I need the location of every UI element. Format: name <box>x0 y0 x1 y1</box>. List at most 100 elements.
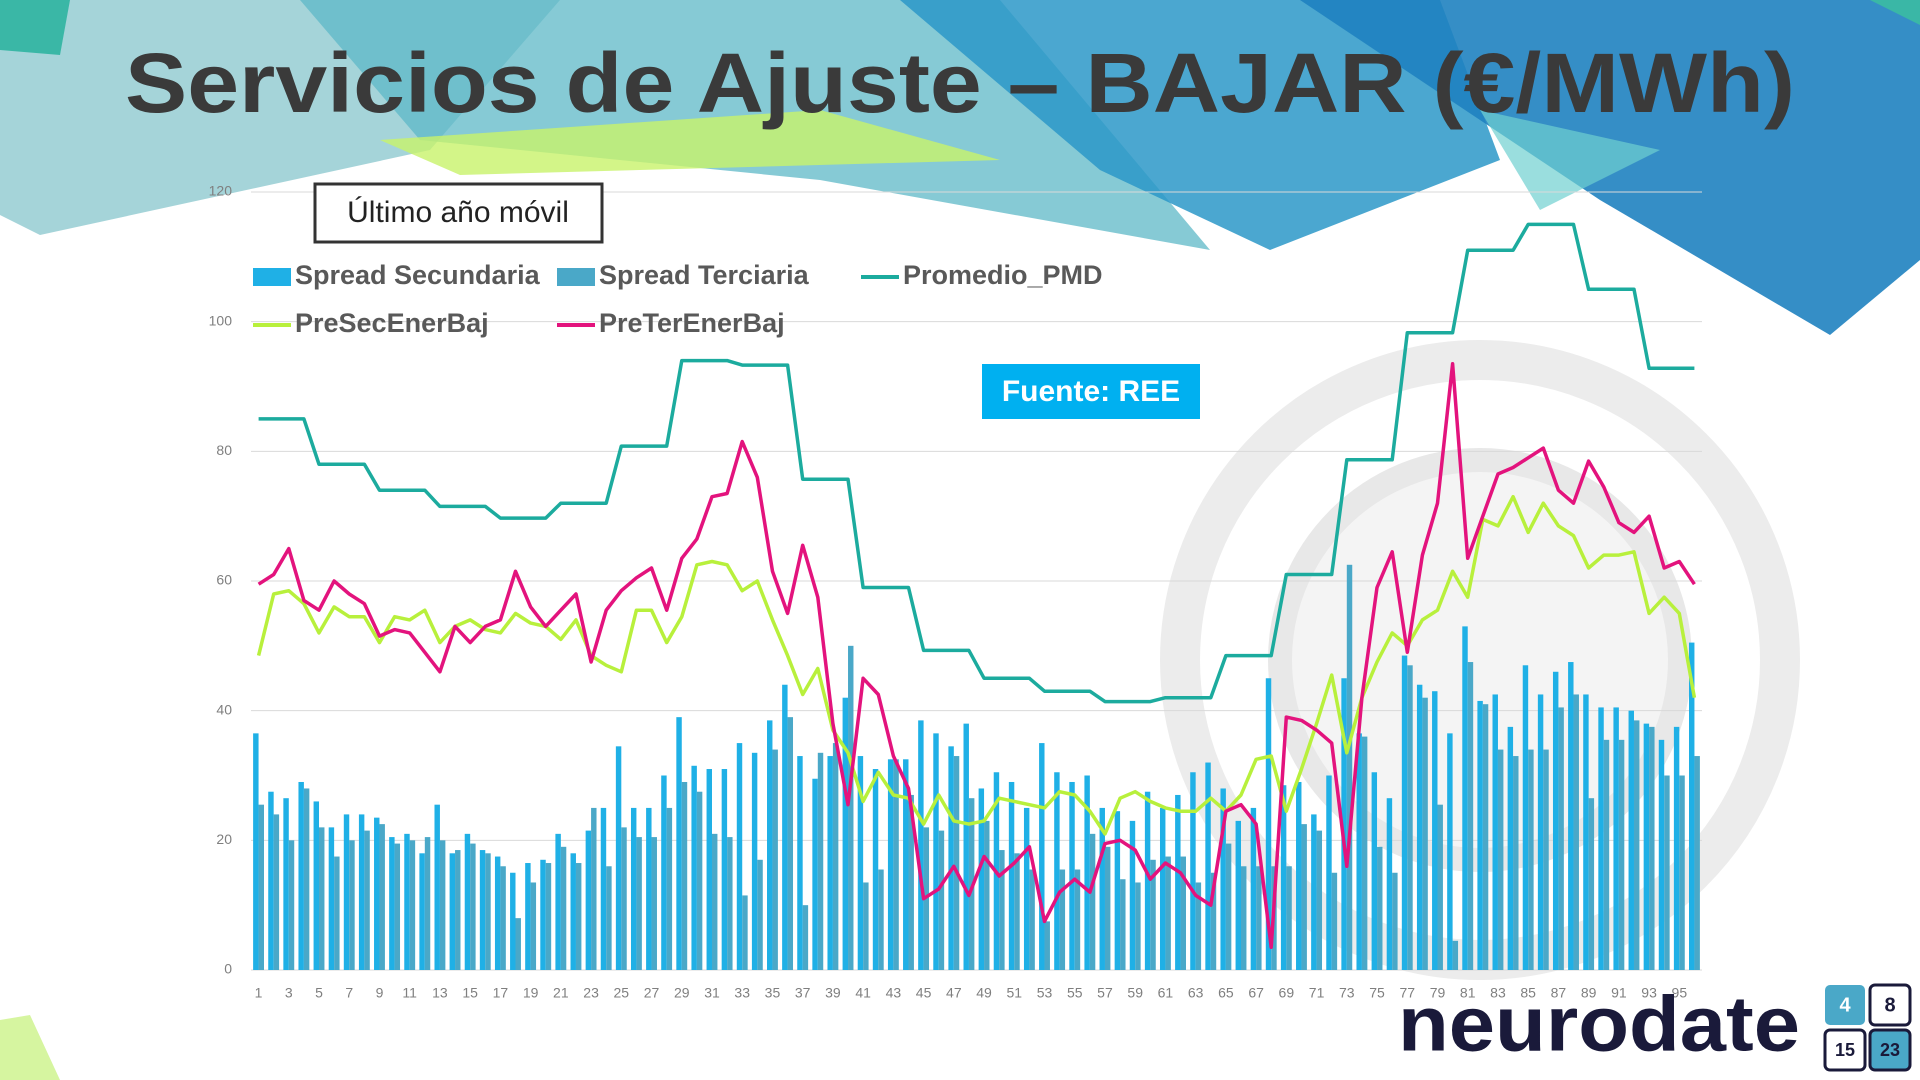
bar <box>827 756 833 970</box>
x-tick-label: 69 <box>1279 985 1295 1001</box>
bar <box>485 853 491 970</box>
bar <box>978 788 985 970</box>
bar <box>802 905 809 970</box>
bar <box>1054 772 1060 970</box>
bar <box>560 846 567 970</box>
x-tick-label: 67 <box>1248 985 1264 1001</box>
legend-swatch <box>253 268 291 286</box>
x-tick-label: 5 <box>315 985 323 1001</box>
x-tick-label: 63 <box>1188 985 1204 1001</box>
x-tick-label: 47 <box>946 985 962 1001</box>
bar <box>963 723 969 970</box>
y-tick-label: 20 <box>216 831 232 847</box>
x-tick-label: 53 <box>1037 985 1053 1001</box>
x-tick-label: 11 <box>402 985 417 1001</box>
bar <box>908 794 914 970</box>
bar <box>1392 872 1398 970</box>
y-tick-label: 80 <box>216 442 232 458</box>
line-series <box>256 494 1697 836</box>
x-tick-label: 61 <box>1158 985 1174 1001</box>
bar <box>349 840 355 970</box>
bar <box>1331 872 1338 970</box>
bar <box>1598 707 1604 970</box>
bar <box>1467 662 1474 970</box>
bar <box>510 872 516 970</box>
legend-label: Promedio_PMD <box>903 260 1103 290</box>
bar <box>313 801 320 970</box>
bar <box>1633 720 1640 970</box>
bar <box>439 840 446 970</box>
logo-badge: 4 8 15 23 <box>1823 983 1912 1072</box>
bar <box>298 781 304 970</box>
bar <box>812 778 818 970</box>
bar <box>842 697 849 970</box>
source-box <box>982 364 1200 419</box>
bar <box>751 752 758 970</box>
x-tick-label: 27 <box>644 985 660 1001</box>
x-tick-label: 65 <box>1218 985 1234 1001</box>
legend-label: PreTerEnerBaj <box>599 308 785 338</box>
bar <box>742 895 748 970</box>
bar <box>676 717 682 970</box>
x-tick-label: 71 <box>1309 985 1325 1001</box>
bar <box>379 824 385 970</box>
x-tick-label: 77 <box>1399 985 1415 1001</box>
bar <box>1492 694 1498 970</box>
bar <box>1447 733 1453 970</box>
bar <box>585 830 592 970</box>
bar <box>273 814 280 970</box>
bar <box>772 749 778 970</box>
bar <box>464 833 471 970</box>
x-tick-label: 41 <box>855 985 871 1001</box>
bar <box>319 827 325 970</box>
bar <box>1104 846 1111 970</box>
bar <box>857 756 864 970</box>
bar <box>334 856 340 970</box>
bar <box>630 807 637 970</box>
bar <box>797 756 803 970</box>
bar <box>1135 882 1141 970</box>
bar <box>727 837 733 970</box>
subtitle: Último año móvil <box>347 196 569 229</box>
bar <box>1311 814 1317 970</box>
source-label: Fuente: REE <box>1002 375 1180 408</box>
bar <box>878 869 884 970</box>
bar <box>1452 940 1459 970</box>
bar <box>500 866 506 970</box>
bar <box>1497 749 1504 970</box>
chart-title: Servicios de Ajuste – BAJAR (€/MWh) <box>125 36 1795 130</box>
bar <box>1537 694 1544 970</box>
y-tick-label: 120 <box>209 183 233 199</box>
bar <box>817 752 824 970</box>
bar <box>893 759 899 970</box>
bar <box>787 717 794 970</box>
bar <box>1356 733 1362 970</box>
bar <box>863 882 869 970</box>
bar <box>1643 723 1650 970</box>
x-tick-label: 83 <box>1490 985 1506 1001</box>
bar <box>253 733 259 970</box>
x-tick-label: 55 <box>1067 985 1083 1001</box>
bar <box>1029 869 1035 970</box>
bar <box>1568 662 1574 970</box>
bar <box>1588 798 1595 970</box>
bar <box>1210 872 1217 970</box>
bar <box>872 769 879 970</box>
bar <box>343 814 350 970</box>
bar <box>1286 866 1292 970</box>
x-tick-label: 9 <box>376 985 384 1001</box>
bar <box>1023 807 1030 970</box>
bar <box>591 807 597 970</box>
x-tick-label: 43 <box>886 985 902 1001</box>
bar <box>1477 700 1483 970</box>
bar <box>575 863 582 970</box>
bar <box>1008 781 1015 970</box>
x-tick-label: 23 <box>583 985 599 1001</box>
bar <box>903 759 909 970</box>
bar <box>1150 859 1156 970</box>
bar <box>1664 775 1670 970</box>
bar <box>1346 564 1353 970</box>
bar <box>394 843 401 970</box>
bar <box>887 759 894 970</box>
